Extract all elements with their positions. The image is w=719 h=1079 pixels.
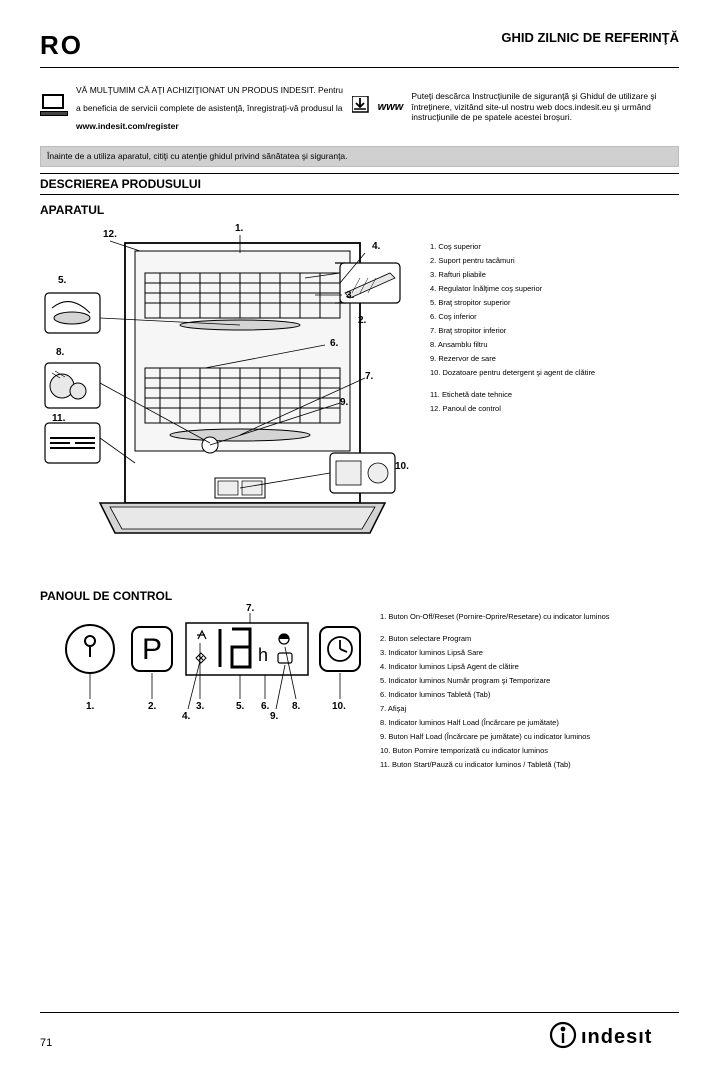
cp-num-8: 8.	[292, 701, 300, 712]
monitor-icon	[40, 92, 68, 123]
cp-num-7: 7.	[246, 603, 254, 614]
appliance-label-6: 6. Coş inferior	[430, 313, 477, 321]
callout-8: 8.	[56, 347, 64, 358]
callout-6: 6.	[330, 338, 338, 349]
cp-label-6: 6. Indicator luminos Tabletă (Tab)	[380, 691, 660, 699]
appliance-label-3: 3. Rafturi pliabile	[430, 271, 486, 279]
page-title: GHID ZILNIC DE REFERINŢĂ	[501, 30, 679, 45]
language-label: RO	[40, 30, 83, 61]
appliance-label-1: 1. Coş superior	[430, 243, 481, 251]
callout-2: 2.	[358, 315, 366, 326]
cp-label-8: 8. Indicator luminos Half Load (Încărcar…	[380, 719, 660, 727]
appliance-label-8: 8. Ansamblu filtru	[430, 341, 488, 349]
cp-label-1: 1. Buton On-Off/Reset (Pornire-Oprire/Re…	[380, 613, 660, 621]
appliance-label-4: 4. Regulator înălţime coş superior	[430, 285, 542, 293]
cp-num-2: 2.	[148, 701, 156, 712]
appliance-diagram: 12. 1. 4. 3. 2. 6. 7. 9. 5. 8. 11. 10. 1…	[40, 223, 679, 583]
header: RO GHID ZILNIC DE REFERINŢĂ	[40, 30, 679, 68]
page: RO GHID ZILNIC DE REFERINŢĂ VĂ MULŢUMIM …	[0, 0, 719, 1079]
cp-label-9: 9. Buton Half Load (Încărcare pe jumătat…	[380, 733, 660, 741]
svg-text:h: h	[258, 645, 268, 665]
section-product-description: DESCRIEREA PRODUSULUI	[40, 173, 679, 195]
cp-num-6: 6.	[261, 701, 269, 712]
appliance-label-10: 10. Dozatoare pentru detergent şi agent …	[430, 369, 630, 377]
footer: 71 ındesıt	[40, 1012, 679, 1049]
svg-text:ındesıt: ındesıt	[581, 1026, 652, 1048]
cp-label-5: 5. Indicator luminos Număr program şi Te…	[380, 677, 660, 685]
cp-label-7: 7. Afişaj	[380, 705, 660, 713]
appliance-label-7: 7. Braţ stropitor inferior	[430, 327, 506, 335]
callout-3: 3.	[346, 290, 354, 301]
register-url: www.indesit.com/register	[76, 121, 179, 131]
cp-label-3: 3. Indicator luminos Lipsă Sare	[380, 649, 660, 657]
callout-7: 7.	[365, 371, 373, 382]
cp-num-5: 5.	[236, 701, 244, 712]
callout-10: 10.	[395, 461, 409, 472]
cp-num-3: 3.	[196, 701, 204, 712]
safety-notice: Înainte de a utiliza aparatul, citiţi cu…	[40, 146, 679, 167]
page-number: 71	[40, 1037, 52, 1049]
support-note: VĂ MULŢUMIM CĂ AŢI ACHIZIŢIONAT UN PRODU…	[76, 80, 344, 134]
download-note: Puteţi descărca Instrucţiunile de sigura…	[411, 91, 679, 123]
callout-9: 9.	[340, 397, 348, 408]
cp-label-2: 2. Buton selectare Program	[380, 635, 660, 643]
cp-label-4: 4. Indicator luminos Lipsă Agent de clăt…	[380, 663, 660, 671]
appliance-label-5: 5. Braţ stropitor superior	[430, 299, 510, 307]
cp-num-10: 10.	[332, 701, 346, 712]
callout-12: 12.	[103, 229, 117, 240]
brand-logo: ındesıt	[549, 1021, 679, 1049]
appliance-label-11: 11. Etichetă date tehnice	[430, 391, 512, 399]
callout-4: 4.	[372, 241, 380, 252]
cp-label-10: 10. Buton Pornire temporizată cu indicat…	[380, 747, 660, 755]
www-label: www	[378, 101, 404, 113]
callout-11: 11.	[52, 413, 65, 424]
support-row: VĂ MULŢUMIM CĂ AŢI ACHIZIŢIONAT UN PRODU…	[40, 80, 679, 134]
appliance-label-12: 12. Panoul de control	[430, 405, 501, 413]
cp-num-4: 4.	[182, 711, 190, 722]
subsection-appliance: APARATUL	[40, 203, 679, 217]
download-icon	[352, 96, 374, 119]
cp-label-11: 11. Buton Start/Pauză cu indicator lumin…	[380, 761, 660, 769]
svg-text:P: P	[142, 633, 162, 666]
appliance-label-2: 2. Suport pentru tacâmuri	[430, 257, 515, 265]
cp-num-9: 9.	[270, 711, 278, 722]
cp-num-1: 1.	[86, 701, 94, 712]
subsection-control-panel: PANOUL DE CONTROL	[40, 589, 679, 603]
control-panel-diagram: P h	[40, 609, 679, 819]
callout-1: 1.	[235, 223, 243, 234]
callout-5: 5.	[58, 275, 66, 286]
appliance-label-9: 9. Rezervor de sare	[430, 355, 496, 363]
